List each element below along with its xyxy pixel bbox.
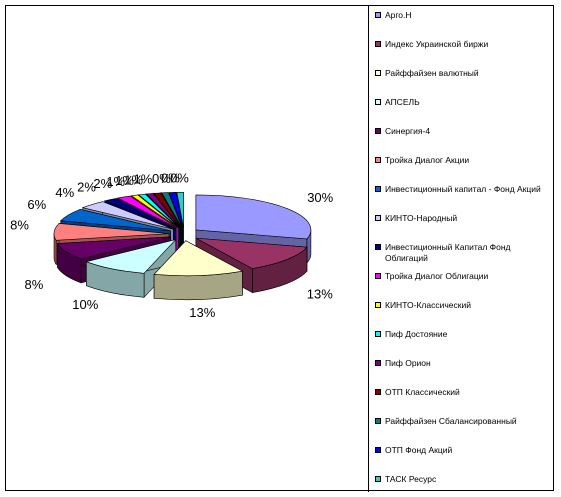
pie-slice-top: [195, 194, 312, 240]
data-label: 0%: [161, 171, 180, 186]
data-label: 0%: [170, 171, 189, 186]
legend-label: Пиф Достояние: [385, 329, 448, 339]
legend-swatch: [375, 244, 381, 250]
legend: Арго.Н Индекс Украинской биржи Райффайзен …: [368, 6, 555, 492]
legend-label: Инвестиционный капитал - Фонд Акций: [385, 184, 541, 194]
legend-label: Инвестиционный Капитал Фонд Облигаций: [385, 242, 511, 263]
legend-label: Пиф Орион: [385, 358, 431, 368]
pie-slice-top: [85, 239, 177, 274]
pie-slice-top: [195, 237, 308, 269]
data-label: 1%: [124, 172, 143, 187]
pie-slice-top: [176, 191, 184, 228]
pie-slice-top: [130, 194, 179, 229]
legend-swatch: [375, 70, 381, 76]
pie-slice-top: [153, 192, 182, 228]
legend-swatch: [375, 447, 381, 453]
pie-slice-top: [138, 193, 180, 228]
data-label: 13%: [189, 305, 215, 320]
data-label: 6%: [27, 197, 46, 212]
legend-swatch: [375, 157, 381, 163]
legend-swatch: [375, 476, 381, 482]
legend-label: АПСЕЛЬ: [385, 97, 420, 107]
legend-label: Райффайзен валютный: [385, 68, 479, 78]
legend-label: Тройка Диалог Акции: [385, 155, 470, 165]
data-label: 8%: [24, 277, 43, 292]
chart-frame: 30% 13% 13% 10% 8% 8% 6% 4% 2% 2% 1% 1% 1% 1% 0% 0% 0% А…: [5, 5, 555, 492]
legend-swatch: [375, 215, 381, 221]
data-label: 10%: [72, 297, 98, 312]
pie-slice-top: [116, 195, 178, 229]
data-label: 0%: [152, 171, 171, 186]
pie-slice-top: [168, 192, 183, 228]
legend-swatch: [375, 273, 381, 279]
legend-label: Райффайзен Сбалансированный: [385, 416, 517, 426]
legend-label: Индекс Украинской биржи: [385, 39, 489, 49]
pie-slice-top: [153, 240, 244, 277]
data-label: 1%: [134, 172, 153, 187]
legend-swatch: [375, 186, 381, 192]
legend-label: Тройка Диалог Облигации: [385, 271, 489, 281]
legend-label: Синергия-4: [385, 126, 431, 136]
legend-label: ОТП Фонд Акций: [385, 445, 453, 455]
legend-swatch: [375, 12, 381, 18]
data-label: 13%: [307, 286, 333, 301]
legend-swatch: [375, 128, 381, 134]
pie-slice-top: [60, 209, 171, 232]
pie-slice-top: [103, 198, 176, 229]
pie-slice: [153, 239, 244, 301]
pie-slice-top: [56, 236, 171, 260]
data-label: 8%: [10, 217, 29, 232]
legend-swatch: [375, 360, 381, 366]
data-label: 1%: [106, 174, 125, 189]
legend-label: ТАСК Ресурс: [385, 474, 437, 484]
legend-label: ОТП Классический: [385, 387, 460, 397]
pie-slice-top: [145, 193, 181, 228]
data-label: 2%: [93, 176, 112, 191]
pie-chart: 30%13%13%10%8%8%6%4% 2%2%1%1%1%1% 0%0%0%: [10, 171, 334, 321]
legend-swatch: [375, 418, 381, 424]
pie-slice-top: [161, 192, 183, 228]
legend-label: КИНТО-Классический: [385, 300, 471, 310]
data-label: 2%: [77, 179, 96, 194]
legend-swatch: [375, 302, 381, 308]
data-label: 4%: [55, 185, 74, 200]
legend-swatch: [375, 331, 381, 337]
legend-swatch: [375, 389, 381, 395]
legend-label: Арго.Н: [385, 10, 412, 20]
legend-label: КИНТО-Народный: [385, 213, 458, 223]
pie-slice-top: [53, 223, 170, 241]
pie-slice-top: [81, 201, 174, 230]
data-label: 30%: [307, 190, 333, 205]
legend-swatch: [375, 41, 381, 47]
data-label: 1%: [115, 173, 134, 188]
legend-swatch: [375, 99, 381, 105]
